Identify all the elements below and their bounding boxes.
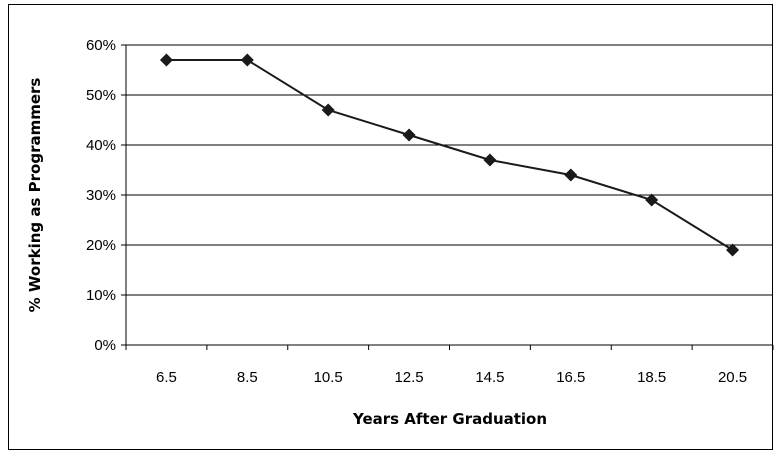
data-point-marker: [483, 153, 497, 167]
x-tick-label: 6.5: [156, 369, 177, 386]
y-tick-labels: 0% 10% 20% 30% 40% 50% 60%: [86, 37, 116, 354]
series-line: [166, 59, 734, 251]
x-tick-labels: 6.5 8.5 10.5 12.5 14.5 16.5 18.5 20.5: [156, 369, 747, 386]
x-tick-label: 14.5: [475, 369, 504, 386]
y-tick-label: 10%: [86, 287, 116, 304]
x-tick-label: 10.5: [314, 369, 343, 386]
data-point-marker: [564, 168, 578, 182]
data-point-marker: [159, 53, 173, 67]
x-tick-label: 16.5: [556, 369, 585, 386]
y-tick-label: 40%: [86, 137, 116, 154]
y-tick-label: 60%: [86, 37, 116, 54]
x-tick-label: 8.5: [237, 369, 258, 386]
y-axis-title: % Working as Programmers: [26, 78, 44, 313]
series-group: [159, 53, 740, 257]
x-tick-label: 18.5: [637, 369, 666, 386]
data-point-marker: [726, 243, 740, 257]
data-point-marker: [321, 103, 335, 117]
gridlines: [126, 44, 773, 296]
x-tick-label: 20.5: [718, 369, 747, 386]
y-tick-label: 20%: [86, 237, 116, 254]
y-tick-label: 0%: [94, 337, 116, 354]
axes: [121, 44, 774, 350]
x-tick-label: 12.5: [394, 369, 423, 386]
data-point-marker: [240, 53, 254, 67]
chart-frame: [8, 4, 773, 450]
x-axis-title: Years After Graduation: [352, 410, 547, 428]
y-tick-label: 30%: [86, 187, 116, 204]
y-tick-label: 50%: [86, 87, 116, 104]
data-point-marker: [402, 128, 416, 142]
data-point-marker: [645, 193, 659, 207]
